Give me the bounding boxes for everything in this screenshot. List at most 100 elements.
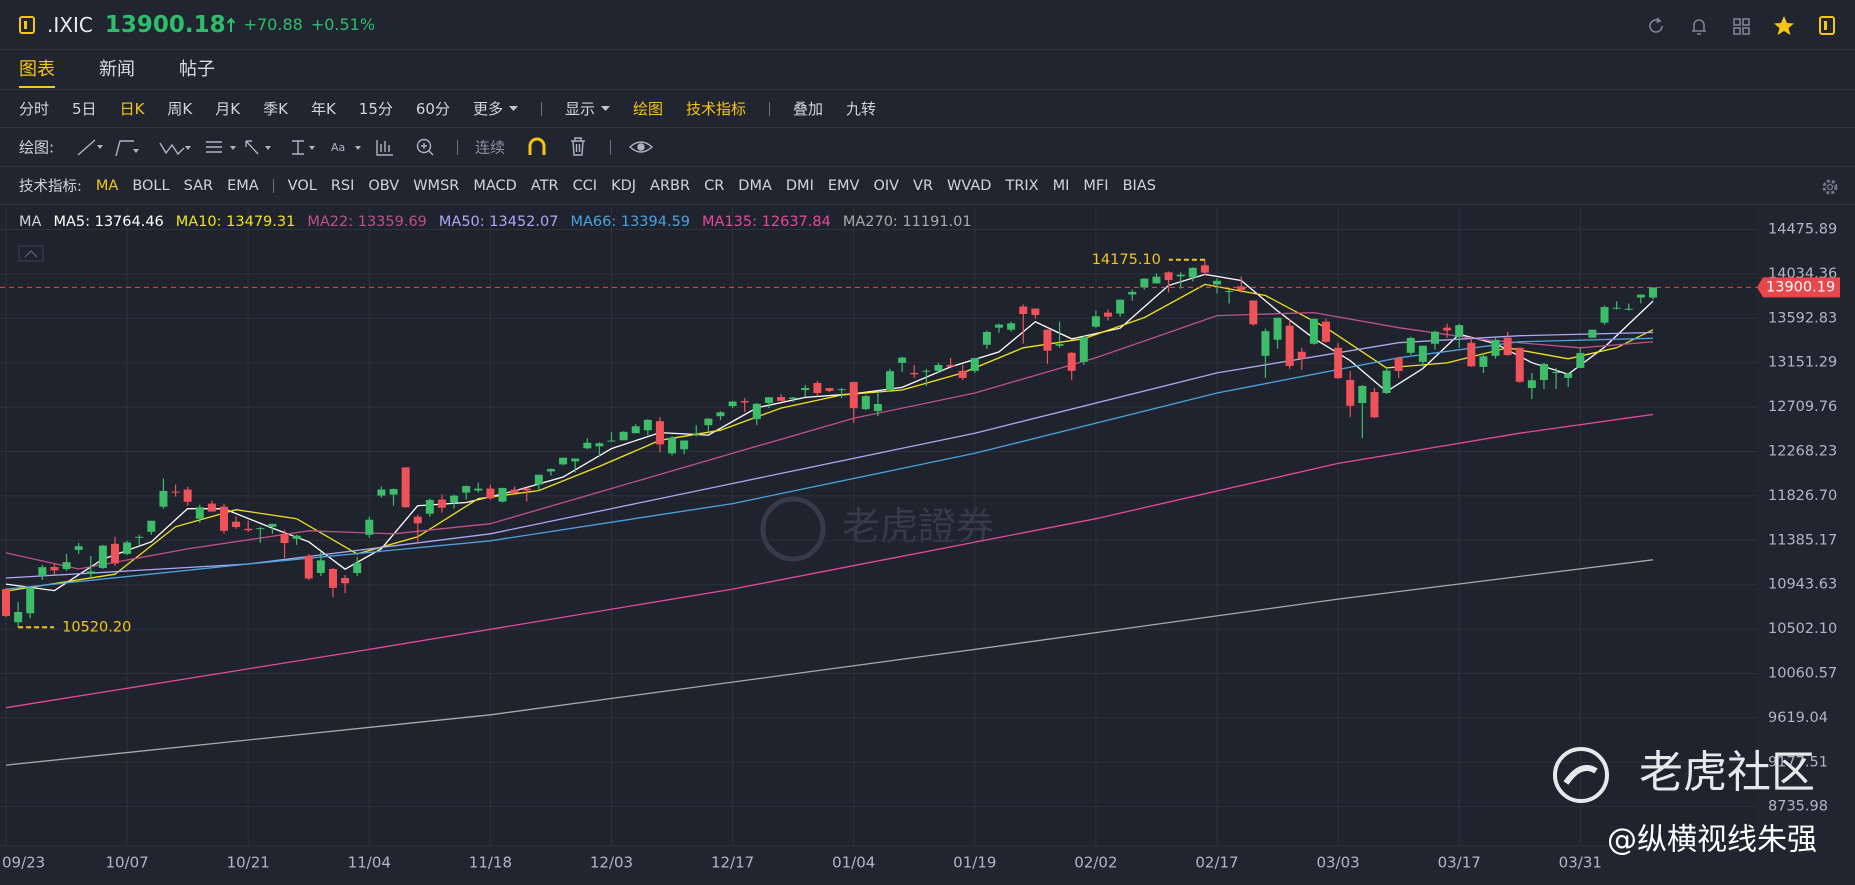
tab[interactable]: 图表 xyxy=(19,52,55,88)
indicator-item[interactable]: WMSR xyxy=(413,177,460,194)
indicator-item[interactable]: WVAD xyxy=(947,177,992,194)
indicator-item[interactable]: BOLL xyxy=(132,177,170,194)
ma-legend-value: 13479.31 xyxy=(226,214,296,230)
candle-body xyxy=(159,490,168,507)
refresh-icon[interactable] xyxy=(1649,17,1663,33)
candle-body xyxy=(1176,274,1185,277)
bar-tool[interactable] xyxy=(376,139,393,156)
toolbar-item[interactable]: 5日 xyxy=(72,100,97,118)
candle-body xyxy=(1055,344,1064,346)
y-tick-label: 12268.23 xyxy=(1768,444,1837,460)
caret-shape xyxy=(601,105,610,111)
candle-body xyxy=(98,545,107,568)
arrow-tool[interactable] xyxy=(245,139,259,154)
candle-body xyxy=(1067,352,1076,371)
indicator-item[interactable]: CR xyxy=(704,177,725,194)
layout-icon[interactable] xyxy=(1733,18,1750,35)
separator xyxy=(610,139,611,155)
candle-body xyxy=(1213,280,1221,285)
ma-legend-entry: MA135: 12637.84 xyxy=(702,214,831,230)
candle-body xyxy=(1031,308,1040,315)
separator xyxy=(769,101,771,116)
candle-body xyxy=(571,458,580,462)
zoom-tool[interactable] xyxy=(416,138,434,155)
ma-legend-value: 13452.07 xyxy=(489,214,559,230)
indicator-item[interactable]: MFI xyxy=(1083,177,1109,194)
candle-body xyxy=(1382,370,1391,394)
candle-body xyxy=(631,426,640,434)
visibility-toggle[interactable] xyxy=(628,140,654,153)
candle-body xyxy=(655,421,664,445)
toolbar-item[interactable]: 九转 xyxy=(846,100,877,118)
toolbar-item[interactable]: 年K xyxy=(310,100,336,118)
indicator-item[interactable]: EMV xyxy=(827,177,860,194)
toolbar-item[interactable]: 分时 xyxy=(19,100,50,118)
candle-body xyxy=(740,401,749,403)
tab[interactable]: 帖子 xyxy=(179,58,215,80)
candle-body xyxy=(292,535,301,539)
toolbar-item[interactable]: 叠加 xyxy=(793,100,824,118)
candle-body xyxy=(704,418,713,426)
toolbar-item[interactable]: 技术指标 xyxy=(686,100,747,118)
candle-body xyxy=(1636,294,1645,298)
candle-body xyxy=(534,474,543,485)
measure-tool[interactable] xyxy=(292,139,304,155)
candle-body xyxy=(1418,345,1427,362)
line-tool[interactable] xyxy=(77,138,96,156)
indicator-item[interactable]: EMA xyxy=(227,177,259,194)
candle-body xyxy=(1467,342,1476,367)
ma-line xyxy=(5,413,1654,709)
indicator-toolbar: 技术指标: MA BOLL SAR EMA VOL RSI OBV WMSR MACD ATR CC… xyxy=(0,167,1855,205)
wave-tool[interactable] xyxy=(159,142,185,155)
trash-tool[interactable] xyxy=(571,136,585,156)
tab[interactable]: 新闻 xyxy=(99,58,135,80)
indicator-item[interactable]: BIAS xyxy=(1122,177,1156,194)
menu-icon[interactable] xyxy=(19,15,35,34)
toolbar-item[interactable]: 显示 xyxy=(565,98,610,119)
panel-icon[interactable] xyxy=(1819,16,1835,35)
toolbar-item[interactable]: 月K xyxy=(215,100,241,118)
text-tool[interactable]: Aa xyxy=(331,141,345,154)
toolbar-item[interactable]: 绘图 xyxy=(633,100,664,118)
dropdown-caret xyxy=(508,105,518,111)
toolbar-item[interactable]: 60分 xyxy=(415,100,450,118)
indicator-item[interactable]: ARBR xyxy=(650,177,691,194)
indicator-item[interactable]: SAR xyxy=(183,177,214,194)
indicator-item[interactable]: DMA xyxy=(738,177,772,194)
indicator-item[interactable]: MI xyxy=(1052,177,1070,194)
settings-icon[interactable] xyxy=(1820,177,1840,197)
indicator-item[interactable]: KDJ xyxy=(611,177,637,194)
ma-legend-entry: MA66: 13394.59 xyxy=(570,214,690,230)
ma-legend-name: MA270: xyxy=(842,214,898,230)
indicator-item[interactable]: DMI xyxy=(785,177,814,194)
magnet-tool[interactable] xyxy=(528,137,546,155)
indicator-item[interactable]: VOL xyxy=(287,177,317,194)
indicator-item[interactable]: OIV xyxy=(873,177,900,194)
candle-body xyxy=(377,489,386,496)
ma-legend-entry: MA22: 13359.69 xyxy=(307,214,427,230)
toolbar-item[interactable]: 15分 xyxy=(358,100,393,118)
indicator-item[interactable]: VR xyxy=(913,177,934,194)
indicator-item[interactable]: MACD xyxy=(473,177,517,194)
ma-line xyxy=(5,283,1654,592)
continuous-toggle[interactable]: 连续 xyxy=(475,138,505,156)
toolbar-item[interactable]: 季K xyxy=(263,100,288,118)
candle-body xyxy=(1297,351,1306,359)
star-icon[interactable] xyxy=(1774,16,1794,35)
indicator-item[interactable]: OBV xyxy=(368,177,400,194)
indicator-item[interactable]: RSI xyxy=(330,177,355,194)
toolbar-item[interactable]: 周K xyxy=(167,100,193,118)
bell-icon[interactable] xyxy=(1692,19,1706,35)
indicator-item[interactable]: CCI xyxy=(572,177,598,194)
toolbar-item[interactable]: 更多 xyxy=(473,98,518,119)
indicator-item[interactable]: MA xyxy=(95,177,119,194)
toolbar-item[interactable]: 日K xyxy=(119,100,145,118)
indicator-item[interactable]: ATR xyxy=(530,177,559,194)
channel-tool[interactable] xyxy=(206,140,222,153)
symbol: .IXIC xyxy=(47,12,93,37)
collapse-button[interactable] xyxy=(18,245,44,262)
candle-body xyxy=(110,543,119,564)
ray-tool[interactable] xyxy=(115,139,134,156)
indicator-item[interactable]: TRIX xyxy=(1005,177,1039,194)
candle-body xyxy=(1019,306,1028,314)
